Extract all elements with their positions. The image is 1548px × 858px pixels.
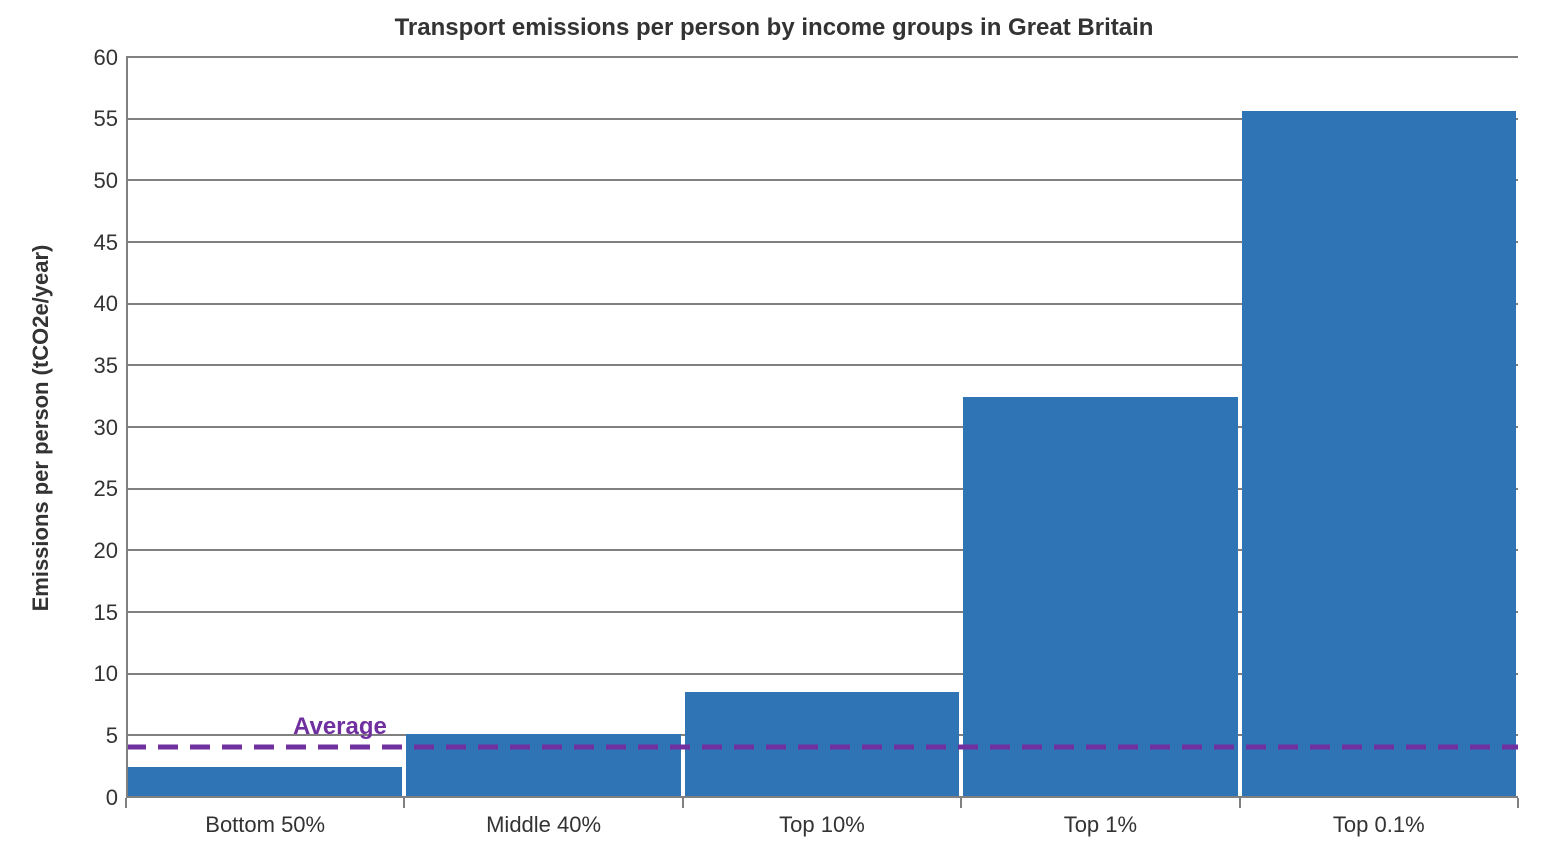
x-tick-label: Top 1% (961, 812, 1239, 838)
bar (1242, 111, 1516, 798)
y-tick-label: 15 (58, 600, 118, 626)
x-axis-line (126, 796, 1518, 798)
y-tick-label: 20 (58, 538, 118, 564)
average-label: Average (293, 713, 387, 741)
y-tick-label: 60 (58, 45, 118, 71)
x-tick-label: Top 0.1% (1240, 812, 1518, 838)
y-tick-label: 35 (58, 353, 118, 379)
bar (128, 767, 402, 798)
average-line (126, 742, 1518, 752)
emissions-bar-chart: Transport emissions per person by income… (0, 0, 1548, 858)
x-tick-label: Top 10% (683, 812, 961, 838)
chart-title: Transport emissions per person by income… (0, 14, 1548, 42)
y-tick-label: 5 (58, 723, 118, 749)
y-tick-label: 55 (58, 106, 118, 132)
x-tick-label: Bottom 50% (126, 812, 404, 838)
y-tick-label: 30 (58, 415, 118, 441)
bar (963, 397, 1237, 798)
plot-area: Average (126, 58, 1518, 798)
y-axis-label: Emissions per person (tCO2e/year) (28, 58, 54, 798)
x-tick-mark (403, 798, 405, 808)
x-tick-mark (125, 798, 127, 808)
y-tick-label: 50 (58, 168, 118, 194)
x-tick-mark (960, 798, 962, 808)
y-tick-label: 25 (58, 476, 118, 502)
y-tick-label: 40 (58, 291, 118, 317)
x-tick-mark (682, 798, 684, 808)
y-axis-line (126, 58, 128, 798)
x-tick-mark (1239, 798, 1241, 808)
x-tick-mark (1517, 798, 1519, 808)
x-tick-label: Middle 40% (404, 812, 682, 838)
y-tick-label: 10 (58, 661, 118, 687)
gridline (126, 56, 1518, 58)
y-tick-label: 45 (58, 230, 118, 256)
y-tick-label: 0 (58, 785, 118, 811)
